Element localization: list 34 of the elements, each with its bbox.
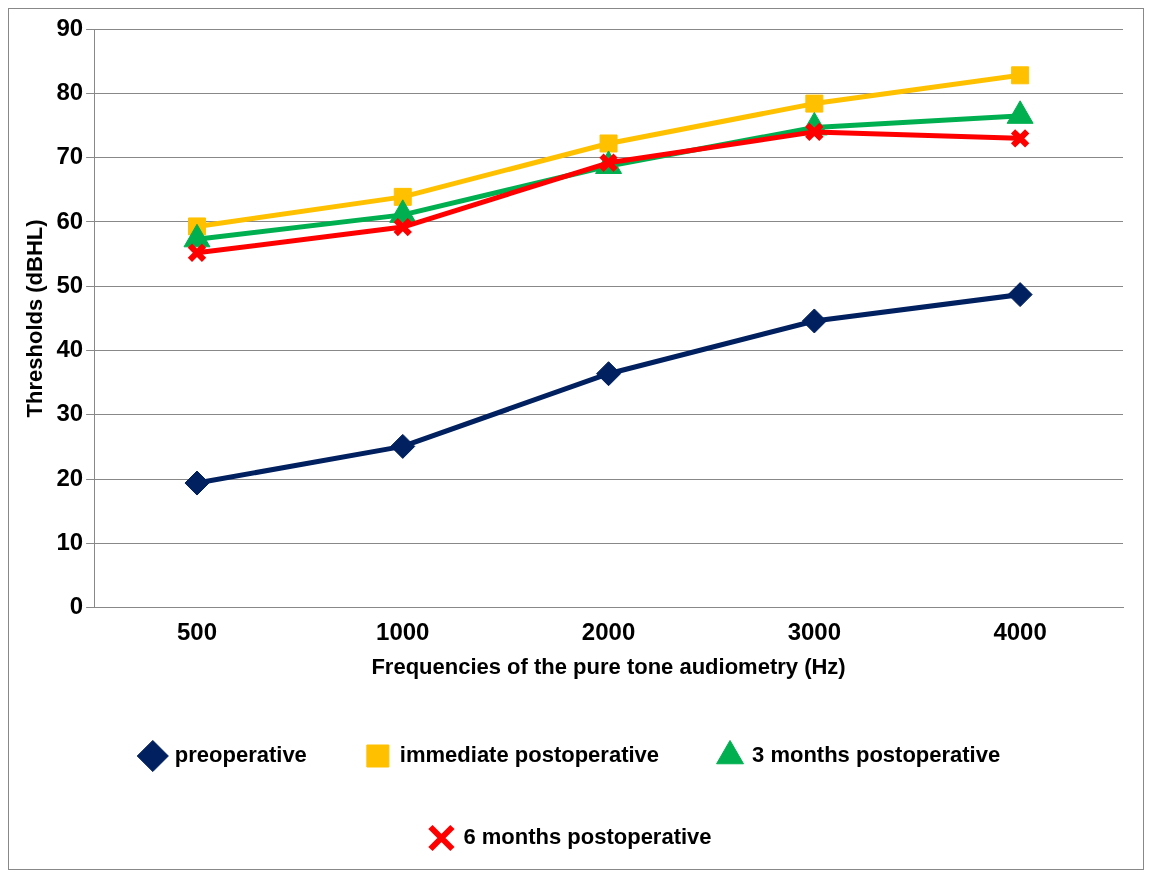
x-axis-title: Frequencies of the pure tone audiometry (Hz) [371,653,846,679]
legend-label: 6 months postoperative [463,824,712,850]
y-tick-label: 10 [56,528,84,556]
x-tick-label: 3000 [787,617,842,645]
point [596,361,622,387]
x-tick-label: 4000 [993,617,1047,645]
point [801,308,827,334]
y-tick-label: 0 [69,592,84,620]
point [184,470,210,496]
point [805,94,824,113]
point [392,217,413,238]
y-tick-label: 70 [56,142,84,170]
legend-label: preoperative [174,742,307,768]
x-tick-label: 1000 [376,617,430,645]
x-tick-label: 500 [176,617,218,645]
y-tick-label: 40 [56,335,84,363]
point [390,433,416,459]
point [1011,66,1030,85]
y-tick-label: 80 [56,77,84,105]
y-tick-label: 60 [56,206,84,234]
y-tick-label: 30 [56,399,84,427]
point [1010,128,1031,149]
point [393,187,412,206]
legend-label: 3 months postoperative [752,742,1001,768]
y-tick-label: 50 [56,270,84,298]
y-tick-label: 20 [56,463,84,491]
legend-label: immediate postoperative [399,742,660,768]
point [186,242,208,263]
y-axis-title: Thresholds (dBHL) [22,219,48,418]
x-tick-label: 2000 [581,617,636,645]
point [1007,282,1033,308]
y-tick-label: 90 [56,13,84,41]
point [599,134,618,153]
point [804,121,825,142]
